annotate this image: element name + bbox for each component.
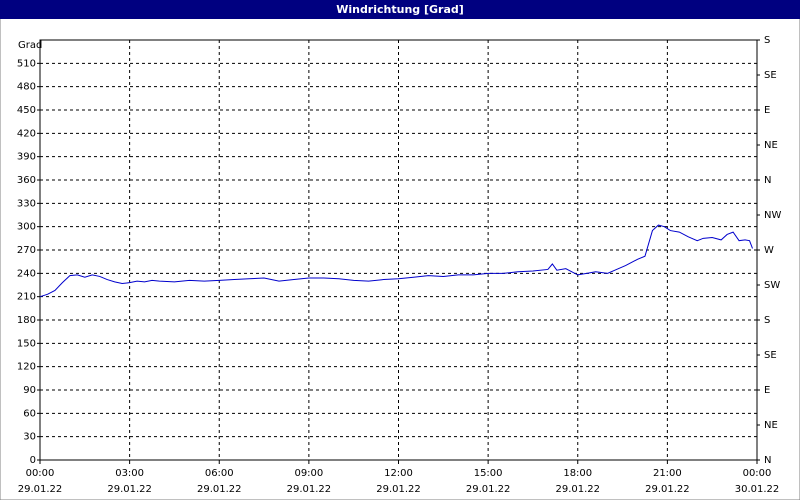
x-tick-label: 00:00 <box>743 468 772 479</box>
y2-tick-label: N <box>764 455 771 466</box>
x-tick-label: 00:00 <box>26 468 55 479</box>
y2-tick-label: SE <box>764 350 777 361</box>
y-tick-label: 180 <box>17 315 36 326</box>
y-tick-label: 330 <box>17 198 36 209</box>
y2-tick-label: SW <box>764 280 780 291</box>
y-tick-label: 210 <box>17 292 36 303</box>
y-tick-label: 450 <box>17 105 36 116</box>
y-tick-label: 360 <box>17 175 36 186</box>
x-tick-label: 18:00 <box>563 468 592 479</box>
y-tick-label: 60 <box>23 408 36 419</box>
x-tick-date: 29.01.22 <box>107 484 152 495</box>
y2-tick-label: N <box>764 175 771 186</box>
title-bar <box>0 0 800 19</box>
x-tick-date: 29.01.22 <box>466 484 511 495</box>
y-tick-label: 150 <box>17 338 36 349</box>
y2-tick-label: NE <box>764 420 778 431</box>
y-tick-label: 240 <box>17 268 36 279</box>
y-tick-label: 480 <box>17 82 36 93</box>
y-tick-label: 300 <box>17 222 36 233</box>
x-tick-date: 29.01.22 <box>18 484 63 495</box>
y-tick-label: 90 <box>23 385 36 396</box>
x-tick-date: 29.01.22 <box>197 484 242 495</box>
data-line <box>39 224 753 298</box>
x-tick-date: 29.01.22 <box>555 484 600 495</box>
x-tick-label: 09:00 <box>294 468 323 479</box>
x-tick-date: 29.01.22 <box>287 484 332 495</box>
x-tick-label: 21:00 <box>653 468 682 479</box>
y2-tick-label: S <box>764 35 770 46</box>
x-tick-label: 15:00 <box>474 468 503 479</box>
y-tick-label: 270 <box>17 245 36 256</box>
plot-frame <box>39 39 758 461</box>
y-tick-label: 120 <box>17 362 36 373</box>
y2-tick-label: NW <box>764 210 781 221</box>
y2-tick-label: E <box>764 105 770 116</box>
x-tick-label: 12:00 <box>384 468 413 479</box>
y-tick-label: 420 <box>17 128 36 139</box>
y-tick-label: 0 <box>30 455 36 466</box>
y-axis-label: Grad <box>18 40 42 51</box>
x-tick-date: 30.01.22 <box>735 484 780 495</box>
x-tick-label: 03:00 <box>115 468 144 479</box>
x-tick-date: 29.01.22 <box>376 484 421 495</box>
y2-tick-label: W <box>764 245 774 256</box>
x-tick-label: 06:00 <box>205 468 234 479</box>
window-title: Windrichtung [Grad] <box>336 3 464 16</box>
y-tick-label: 390 <box>17 152 36 163</box>
y2-tick-label: NE <box>764 140 778 151</box>
y2-tick-label: SE <box>764 70 777 81</box>
y-tick-label: 30 <box>23 432 36 443</box>
x-tick-date: 29.01.22 <box>645 484 690 495</box>
y2-tick-label: S <box>764 315 770 326</box>
y2-tick-label: E <box>764 385 770 396</box>
y-tick-label: 510 <box>17 58 36 69</box>
